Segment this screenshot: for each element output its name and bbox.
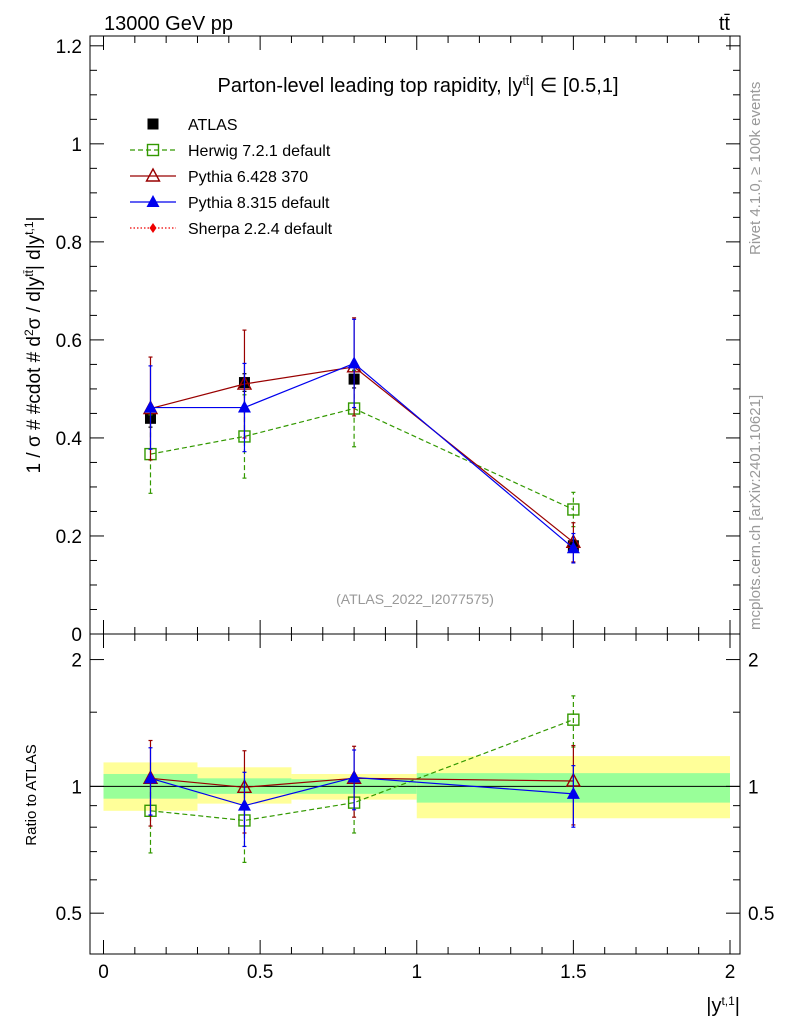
ratio-y-tick-label-right: 1 [748, 777, 759, 798]
x-ticks: 0 0.5 1 1.5 2 [98, 634, 735, 983]
legend-atlas-marker [147, 118, 159, 130]
main-herwig-point [567, 503, 580, 516]
main-y-ticks: 0 0.2 0.4 0.6 0.8 1 1.2 [56, 36, 740, 646]
main-y-tick-label: 0.4 [56, 429, 83, 450]
ratio-uncertainty-bands [103, 756, 730, 819]
ratio-y-tick-label-left: 1 [71, 777, 82, 798]
legend-herwig-marker [146, 143, 160, 157]
ratio-pythia8-point [237, 798, 251, 811]
chart-title: Parton-level leading top rapidity, |ytt̄… [218, 74, 619, 97]
main-y-tick-label: 0.6 [56, 331, 82, 352]
main-y-tick-label: 0.2 [56, 527, 82, 548]
main-y-tick-label: 1 [71, 135, 82, 156]
main-y-tick-label: 0.8 [56, 233, 82, 254]
chart-title-tail: | ∈ [0.5,1] [529, 75, 618, 97]
ratio-pythia8-point [566, 786, 580, 799]
ratio-series [142, 695, 582, 863]
main-pythia6-line [150, 366, 574, 543]
x-tick-label: 1 [411, 962, 422, 983]
x-tick-label: 0.5 [247, 962, 273, 983]
legend-atlas-label: ATLAS [188, 117, 238, 134]
legend-herwig-label: Herwig 7.2.1 default [188, 143, 331, 160]
main-panel: Parton-level leading top rapidity, |ytt̄… [22, 35, 741, 646]
ratio-y-tick-label-right: 0.5 [748, 904, 774, 925]
ratio-y-tick-label-left: 2 [71, 651, 82, 672]
mcplots-label: mcplots.cern.ch [arXiv:2401.10621] [747, 395, 764, 630]
legend-sherpa-label: Sherpa 2.2.4 default [188, 221, 333, 238]
ratio-y-axis-label: Ratio to ATLAS [23, 744, 40, 845]
main-pythia8-point [143, 400, 157, 413]
ratio-y-tick-label-left: 0.5 [56, 904, 82, 925]
ratio-frame [89, 633, 741, 955]
legend-pythia6-marker [145, 167, 161, 182]
legend-sherpa-marker [149, 223, 157, 233]
header-energy-label: 13000 GeV pp [104, 13, 233, 35]
y-axis-label: 1 / σ # #cdot # d2σ / d|ytt̄| d|yt,1| [22, 217, 45, 474]
ratio-pythia8-point [347, 770, 361, 783]
ratio-y-tick-label-right: 2 [748, 651, 759, 672]
x-tick-label: 1.5 [560, 962, 586, 983]
main-pythia8-line [150, 362, 574, 549]
ratio-pythia6-line [150, 777, 574, 788]
x-tick-label: 2 [725, 962, 736, 983]
main-pythia8-point [237, 400, 251, 413]
ratio-pythia8-line [150, 776, 574, 807]
legend-pythia8-label: Pythia 8.315 default [188, 195, 330, 212]
x-tick-label: 0 [98, 962, 109, 983]
main-series [142, 317, 582, 564]
legend: ATLAS Herwig 7.2.1 default Pythia 6.428 37… [130, 117, 333, 238]
analysis-watermark: (ATLAS_2022_I2077575) [336, 591, 494, 607]
ratio-herwig-line [150, 719, 574, 822]
main-herwig-line [150, 407, 574, 511]
main-y-tick-label: 0 [71, 625, 82, 646]
legend-pythia6-label: Pythia 6.428 370 [188, 169, 308, 186]
legend-pythia8-marker [146, 195, 160, 207]
ratio-panel: 0.5 0.5 1 1 2 2 0 0.5 1 1.5 2 Ratio to ATLAS |yt,… [23, 633, 775, 1017]
main-y-tick-label: 1.2 [56, 37, 82, 58]
chart-title-main: Parton-level leading top rapidity, |y [218, 75, 523, 97]
ratio-pythia8-point [143, 771, 157, 784]
main-pythia8-point [566, 541, 580, 554]
main-pythia8-point [347, 356, 361, 369]
ratio-herwig-point [567, 713, 580, 726]
ratio-y-ticks: 0.5 0.5 1 1 2 2 [56, 651, 775, 926]
chart-title-sup: tt̄ [523, 74, 530, 88]
header-process-label: tt̄ [719, 13, 731, 35]
x-axis-label: |yt,1| [706, 994, 740, 1017]
rivet-version-label: Rivet 4.1.0, ≥ 100k events [747, 82, 764, 255]
